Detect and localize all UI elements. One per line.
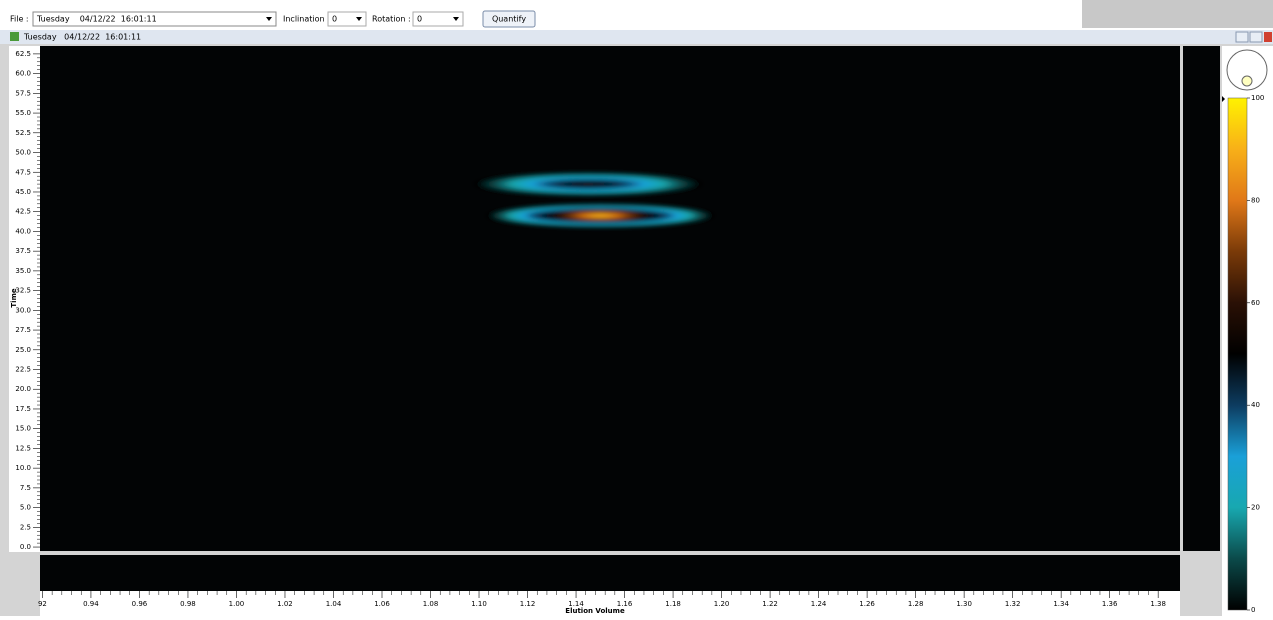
x-tick-label: 1.18	[665, 600, 681, 608]
y-tick-label: 22.5	[15, 366, 31, 374]
y-tick-label: 12.5	[15, 444, 31, 452]
window-titlebar	[0, 30, 1273, 44]
y-tick-label: 57.5	[15, 89, 31, 97]
dropdown-arrow	[266, 17, 272, 21]
x-tick-label: 1.26	[859, 600, 875, 608]
x-tick-label: 0.94	[83, 600, 99, 608]
y-tick-label: 7.5	[20, 484, 31, 492]
x-tick-label: 1.14	[568, 600, 584, 608]
file-value: Tuesday 04/12/22 16:01:11	[36, 15, 157, 24]
inclination-label: Inclination :	[283, 15, 330, 24]
x-tick-label: 1.24	[811, 600, 827, 608]
dropdown-arrow	[356, 17, 362, 21]
file-label: File :	[10, 15, 29, 24]
y-tick-label: 2.5	[20, 523, 31, 531]
x-tick-label: 1.04	[326, 600, 342, 608]
window-icon	[10, 32, 19, 41]
y-tick-label: 40.0	[15, 227, 31, 235]
colorbar-tick-label: 0	[1251, 606, 1255, 614]
y-tick-label: 45.0	[15, 188, 31, 196]
colorbar-tick-label: 20	[1251, 504, 1260, 512]
y-tick-label: 55.0	[15, 109, 31, 117]
y-tick-label: 35.0	[15, 267, 31, 275]
x-tick-label: 1.38	[1150, 600, 1166, 608]
quantify-button[interactable]	[482, 10, 536, 28]
y-tick-label: 0.0	[20, 543, 31, 551]
toolbar-gray	[1082, 0, 1273, 28]
y-tick-label: 30.0	[15, 306, 31, 314]
peak	[473, 172, 704, 197]
inclination-dropdown[interactable]	[327, 11, 367, 27]
x-tick-label: 1.00	[229, 600, 245, 608]
x-tick-label: 1.08	[423, 600, 439, 608]
x-tick-label: 1.22	[762, 600, 778, 608]
y-axis-panel	[9, 46, 40, 552]
y-tick-label: 62.5	[15, 50, 31, 58]
x-tick-label: 1.32	[1005, 600, 1021, 608]
quantify-label: Quantify	[492, 15, 526, 24]
y-tick-label: 47.5	[15, 168, 31, 176]
peak-level	[580, 183, 596, 185]
x-tick-label: 0.96	[132, 600, 148, 608]
y-tick-label: 27.5	[15, 326, 31, 334]
y-axis-label: Time	[10, 288, 18, 307]
x-tick-label: 92	[38, 600, 47, 608]
peak	[485, 203, 716, 228]
peak-level	[593, 214, 608, 217]
close-button[interactable]	[1264, 32, 1272, 42]
colorbar-tick-label: 40	[1251, 401, 1260, 409]
plot-area	[40, 46, 1180, 551]
y-tick-label: 52.5	[15, 129, 31, 137]
x-axis-panel	[40, 591, 1180, 616]
x-tick-label: 1.06	[374, 600, 390, 608]
bottom-projection	[40, 555, 1180, 591]
y-tick-label: 17.5	[15, 405, 31, 413]
x-tick-label: 1.34	[1053, 600, 1069, 608]
x-tick-label: 1.36	[1102, 600, 1118, 608]
side-projection	[1183, 46, 1220, 551]
inclination-value: 0	[332, 15, 337, 24]
y-tick-label: 5.0	[20, 504, 31, 512]
x-tick-label: 1.12	[520, 600, 536, 608]
y-tick-label: 37.5	[15, 247, 31, 255]
dial[interactable]	[1226, 49, 1268, 91]
restore-button[interactable]	[1249, 31, 1263, 43]
y-tick-label: 50.0	[15, 149, 31, 157]
colorbar-tick-label: 100	[1251, 94, 1264, 102]
rotation-label: Rotation :	[372, 15, 411, 24]
colorbar-tick-label: 60	[1251, 299, 1260, 307]
y-tick-label: 10.0	[15, 464, 31, 472]
x-tick-label: 1.28	[908, 600, 924, 608]
y-tick-label: 15.0	[15, 425, 31, 433]
x-tick-label: 1.20	[714, 600, 730, 608]
rotation-dropdown[interactable]	[412, 11, 464, 27]
colorbar	[1227, 97, 1248, 611]
x-tick-label: 1.30	[956, 600, 972, 608]
colorbar-tick-label: 80	[1251, 196, 1260, 204]
x-tick-label: 0.98	[180, 600, 196, 608]
dial-knob[interactable]	[1241, 75, 1253, 87]
y-tick-label: 25.0	[15, 346, 31, 354]
window-title: Tuesday 04/12/22 16:01:11	[23, 33, 141, 42]
y-tick-label: 42.5	[15, 208, 31, 216]
dropdown-arrow	[453, 17, 459, 21]
file-dropdown[interactable]	[32, 11, 277, 27]
x-tick-label: 1.02	[277, 600, 293, 608]
y-tick-label: 32.5	[15, 287, 31, 295]
y-tick-label: 20.0	[15, 385, 31, 393]
x-axis-label: Elution Volume	[565, 607, 625, 615]
x-tick-label: 1.10	[471, 600, 487, 608]
y-tick-label: 60.0	[15, 70, 31, 78]
minimize-button[interactable]	[1235, 31, 1249, 43]
colorbar-pointer	[1222, 96, 1225, 102]
rotation-value: 0	[417, 15, 422, 24]
x-tick-label: 1.16	[617, 600, 633, 608]
